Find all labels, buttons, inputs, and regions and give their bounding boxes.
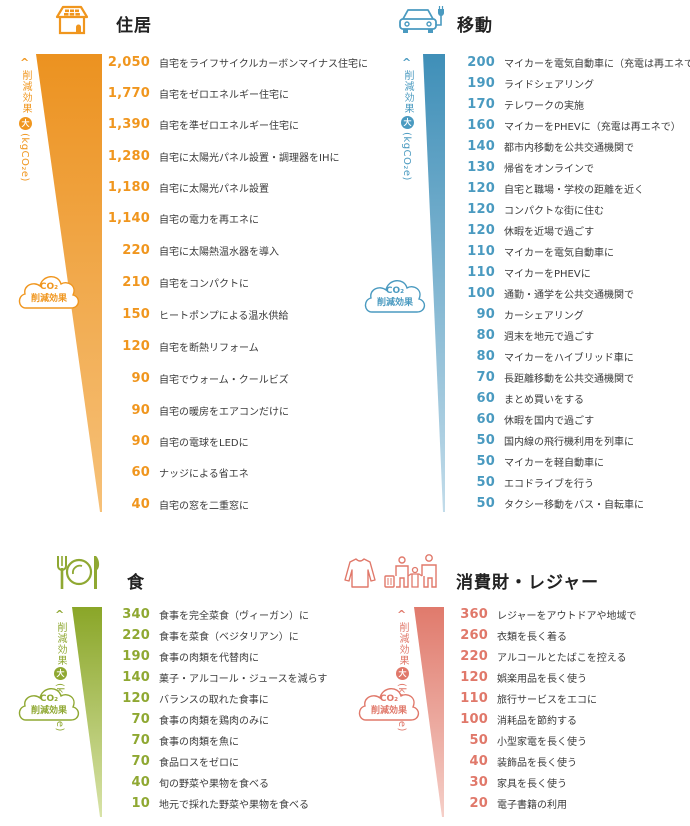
axis-up-arrow: ^ <box>402 56 412 69</box>
large-badge: 大 <box>401 116 414 129</box>
axis-effect-label: 削減効果 <box>397 622 408 666</box>
cloud-effect: 削減効果 <box>376 298 413 308</box>
list-item: 70 長距離移動を公共交通機関で <box>476 369 635 385</box>
list-item: 140 都市内移動を公共交通機関で <box>467 138 634 154</box>
list-item: 210 自宅をコンパクトに <box>122 274 249 290</box>
co2-cloud-badge: CO₂ 削減効果 <box>16 680 82 724</box>
list-item: 1,390 自宅を準ゼロエネルギー住宅に <box>107 116 299 132</box>
co2-cloud-badge: CO₂ 削減効果 <box>362 272 428 316</box>
list-item: 50 小型家電を長く使う <box>469 732 588 748</box>
axis-up-arrow: ^ <box>20 56 30 69</box>
list-item: 120 休暇を近場で過ごす <box>467 222 595 238</box>
list-item: 120 バランスの取れた食事に <box>122 690 269 706</box>
list-item: 90 自宅でウォーム・クールビズ <box>131 370 289 386</box>
list-item: 120 娯楽用品を長く使う <box>460 669 587 685</box>
plate-cutlery-icon <box>56 554 102 594</box>
axis-unit-label: (kgCO₂e) <box>19 133 30 182</box>
list-item: 40 旬の野菜や果物を食べる <box>131 774 270 790</box>
reduction-wedge <box>72 607 102 817</box>
clothing-family-icon <box>340 554 440 594</box>
list-item: 80 マイカーをハイブリッド車に <box>476 348 634 364</box>
cloud-effect: 削減効果 <box>30 706 67 716</box>
list-item: 220 自宅に太陽熱温水器を導入 <box>122 242 279 258</box>
list-item: 150 ヒートポンプによる温水供給 <box>122 306 289 322</box>
list-item: 70 食事の肉類を鶏肉のみに <box>131 711 270 727</box>
list-item: 1,180 自宅に太陽光パネル設置 <box>107 179 269 195</box>
list-item: 50 マイカーを軽自動車に <box>476 453 605 469</box>
list-item: 120 コンパクトな街に住む <box>467 201 604 217</box>
panel-title: 住居 <box>116 16 152 36</box>
list-item: 30 家具を長く使う <box>469 774 568 790</box>
list-item: 90 自宅の暖房をエアコンだけに <box>131 402 290 418</box>
list-item: 160 マイカーをPHEVに（充電は再エネで） <box>467 117 681 133</box>
list-item: 220 食事を菜食（ベジタリアン）に <box>122 627 299 643</box>
cloud-co2: CO₂ <box>379 694 399 704</box>
reduction-wedge <box>414 607 444 817</box>
reduction-wedge <box>423 54 445 512</box>
list-item: 40 装飾品を長く使う <box>469 753 578 769</box>
list-item: 200 マイカーを電気自動車に（充電は再エネで） <box>467 54 690 70</box>
list-item: 70 食事の肉類を魚に <box>131 732 240 748</box>
axis-unit-label: (kgCO₂e) <box>401 132 412 181</box>
list-item: 80 週末を地元で過ごす <box>476 327 595 343</box>
list-item: 220 アルコールとたばこを控える <box>460 648 627 664</box>
list-item: 50 タクシー移動をバス・自転車に <box>476 495 645 511</box>
list-item: 60 休暇を国内で過ごす <box>476 411 595 427</box>
axis-effect-label: 削減効果 <box>20 70 31 114</box>
list-item: 170 テレワークの実施 <box>467 96 584 112</box>
list-item: 110 マイカーを電気自動車に <box>467 243 614 259</box>
co2-cloud-badge: CO₂ 削減効果 <box>16 268 82 312</box>
list-item: 70 食品ロスをゼロに <box>131 753 240 769</box>
large-badge: 大 <box>396 667 409 680</box>
panel-title: 消費財・レジャー <box>456 573 600 593</box>
list-item: 90 カーシェアリング <box>476 306 584 322</box>
list-item: 190 食事の肉類を代替肉に <box>122 648 259 664</box>
panel-housing: 住居 ^ 削減効果 大 (kgCO₂e) CO₂ 削減効果 2,050 自宅をライ… <box>0 0 368 530</box>
list-item: 360 レジャーをアウトドアや地域で <box>460 606 637 622</box>
panel-title: 食 <box>127 573 145 593</box>
axis-effect-label: 削減効果 <box>55 622 66 666</box>
cloud-co2: CO₂ <box>385 286 405 296</box>
large-badge: 大 <box>54 667 67 680</box>
axis-up-arrow: ^ <box>397 608 407 621</box>
list-item: 340 食事を完全菜食（ヴィーガン）に <box>122 606 309 622</box>
list-item: 1,140 自宅の電力を再エネに <box>107 210 259 226</box>
list-item: 60 まとめ買いをする <box>476 390 585 406</box>
list-item: 100 消耗品を節約する <box>460 711 577 727</box>
list-item: 120 自宅を断熱リフォーム <box>122 338 259 354</box>
panel-consumer-leisure: 消費財・レジャー ^ 削減効果 大 (kgCO₂e) CO₂ 削減効果 360レ… <box>330 540 690 826</box>
panel-title: 移動 <box>457 16 493 36</box>
list-item: 2,050 自宅をライフサイクルカーボンマイナス住宅に <box>107 54 368 70</box>
cloud-effect: 削減効果 <box>370 706 407 716</box>
list-item: 50 エコドライブを行う <box>476 474 595 490</box>
list-item: 1,280 自宅に太陽光パネル設置・調理器をIHに <box>107 148 340 164</box>
list-item: 50 国内線の飛行機利用を列車に <box>476 432 635 448</box>
cloud-co2: CO₂ <box>39 694 59 704</box>
panel-mobility: 移動 ^ 削減効果 大 (kgCO₂e) CO₂ 削減効果 200 マイカーを電気… <box>345 0 690 530</box>
list-item: 130 帰省をオンラインで <box>467 159 594 175</box>
list-item: 60 ナッジによる省エネ <box>131 464 249 480</box>
list-item: 40 自宅の窓を二重窓に <box>131 496 250 512</box>
list-item: 110 マイカーをPHEVに <box>467 264 591 280</box>
axis-effect-label: 削減効果 <box>402 70 413 114</box>
electric-car-icon <box>398 5 450 39</box>
list-item: 90 自宅の電球をLEDに <box>131 433 249 449</box>
list-item: 120 自宅と職場・学校の距離を近く <box>467 180 644 196</box>
house-solar-icon <box>55 5 89 39</box>
list-item: 100 通勤・通学を公共交通機関で <box>467 285 634 301</box>
cloud-co2: CO₂ <box>39 282 59 292</box>
axis-up-arrow: ^ <box>55 608 65 621</box>
list-item: 140 菓子・アルコール・ジュースを減らす <box>122 669 328 685</box>
list-item: 1,770 自宅をゼロエネルギー住宅に <box>107 85 289 101</box>
list-item: 10 地元で採れた野菜や果物を食べる <box>131 795 310 811</box>
list-item: 20 電子書籍の利用 <box>469 795 568 811</box>
list-item: 110 旅行サービスをエコに <box>460 690 597 706</box>
panel-food: 食 ^ 削減効果 大 (kgCO₂e) CO₂ 削減効果 340食事を完全菜食（… <box>0 540 345 826</box>
list-item: 190 ライドシェアリング <box>467 75 594 91</box>
co2-cloud-badge: CO₂ 削減効果 <box>356 680 422 724</box>
list-item: 260 衣類を長く着る <box>460 627 567 643</box>
large-badge: 大 <box>19 117 32 130</box>
cloud-effect: 削減効果 <box>30 294 67 304</box>
